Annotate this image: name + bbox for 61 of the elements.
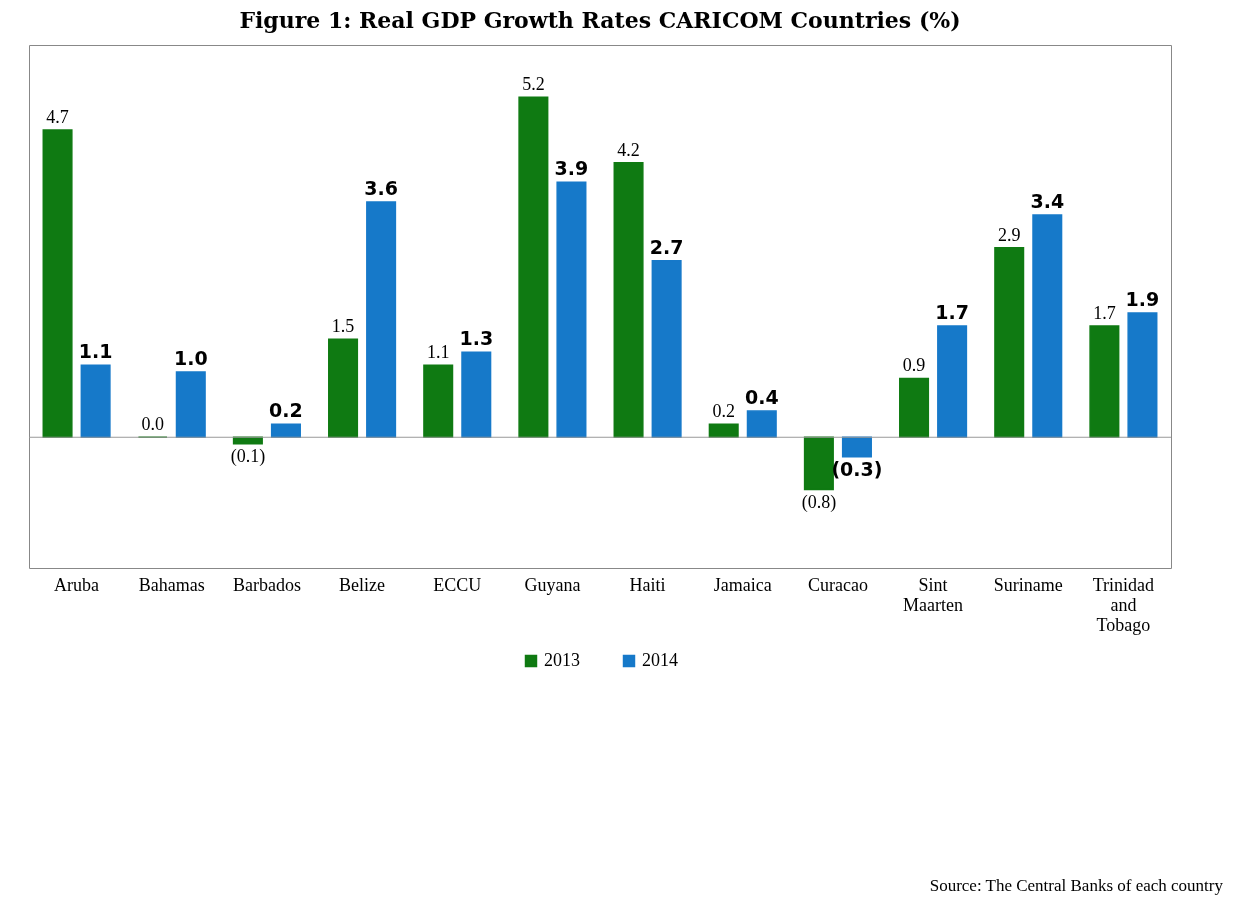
data-label: 4.2 xyxy=(617,139,640,160)
bar xyxy=(518,96,549,438)
data-label: (0.8) xyxy=(801,491,837,513)
legend-label: 2014 xyxy=(642,650,678,670)
x-tick-label: Sint Maarten xyxy=(903,574,964,615)
x-tick-label: Trinidad and Tobago xyxy=(1092,574,1155,635)
x-tick-label: Curacao xyxy=(807,574,868,595)
bar xyxy=(651,259,682,438)
data-label: 0.0 xyxy=(141,414,164,435)
x-tick-label: Guyana xyxy=(524,574,581,595)
data-label: 2.7 xyxy=(649,235,684,258)
data-label: 1.7 xyxy=(1093,303,1116,324)
bar xyxy=(803,436,834,491)
x-tick-label: ECCU xyxy=(433,574,482,595)
data-label: 1.0 xyxy=(173,346,208,369)
bar xyxy=(708,423,739,438)
data-label: 0.2 xyxy=(269,399,303,422)
bar xyxy=(937,325,968,438)
bar xyxy=(1089,325,1120,438)
data-label: 1.3 xyxy=(459,327,494,350)
bar xyxy=(556,181,587,438)
x-tick-label: Bahamas xyxy=(138,574,205,595)
bar xyxy=(746,410,777,438)
data-label: 1.7 xyxy=(935,301,969,324)
bar xyxy=(461,351,492,438)
bar xyxy=(613,161,644,438)
data-label: (0.1) xyxy=(230,445,266,467)
legend-label: 2013 xyxy=(544,650,580,670)
bar xyxy=(899,377,930,438)
bar xyxy=(366,201,397,438)
x-tick-label: Jamaica xyxy=(713,574,772,595)
data-label: 1.1 xyxy=(426,342,450,363)
data-label: 1.9 xyxy=(1125,288,1160,311)
data-label: 5.2 xyxy=(522,74,545,95)
data-label: 0.4 xyxy=(744,386,779,409)
data-label: 1.1 xyxy=(78,340,113,363)
bar xyxy=(42,129,73,438)
x-tick-label: Barbados xyxy=(232,574,301,595)
x-tick-label: Belize xyxy=(339,574,386,595)
x-tick-label: Haiti xyxy=(629,574,666,595)
bar xyxy=(270,423,301,438)
data-label: 1.5 xyxy=(331,316,355,337)
bar xyxy=(994,246,1025,438)
bar xyxy=(1127,312,1158,438)
bar xyxy=(80,364,111,438)
x-tick-label: Suriname xyxy=(993,574,1063,595)
chart-title: Figure 1: Real GDP Growth Rates CARICOM Countries (%) xyxy=(239,7,961,33)
data-label: 2.9 xyxy=(997,224,1021,245)
bar xyxy=(841,436,872,458)
bar xyxy=(423,364,454,438)
source-note: Source: The Central Banks of each country xyxy=(929,876,1223,896)
bar xyxy=(328,338,359,438)
data-label: 0.2 xyxy=(712,401,735,422)
bar xyxy=(1032,214,1063,438)
data-label: 3.6 xyxy=(364,176,398,199)
data-label: 0.9 xyxy=(902,355,926,376)
data-label: 3.9 xyxy=(554,157,589,180)
x-tick-label: Aruba xyxy=(54,574,100,595)
data-label: 3.4 xyxy=(1030,189,1065,212)
bar xyxy=(175,371,206,438)
data-label: 4.7 xyxy=(46,106,69,127)
